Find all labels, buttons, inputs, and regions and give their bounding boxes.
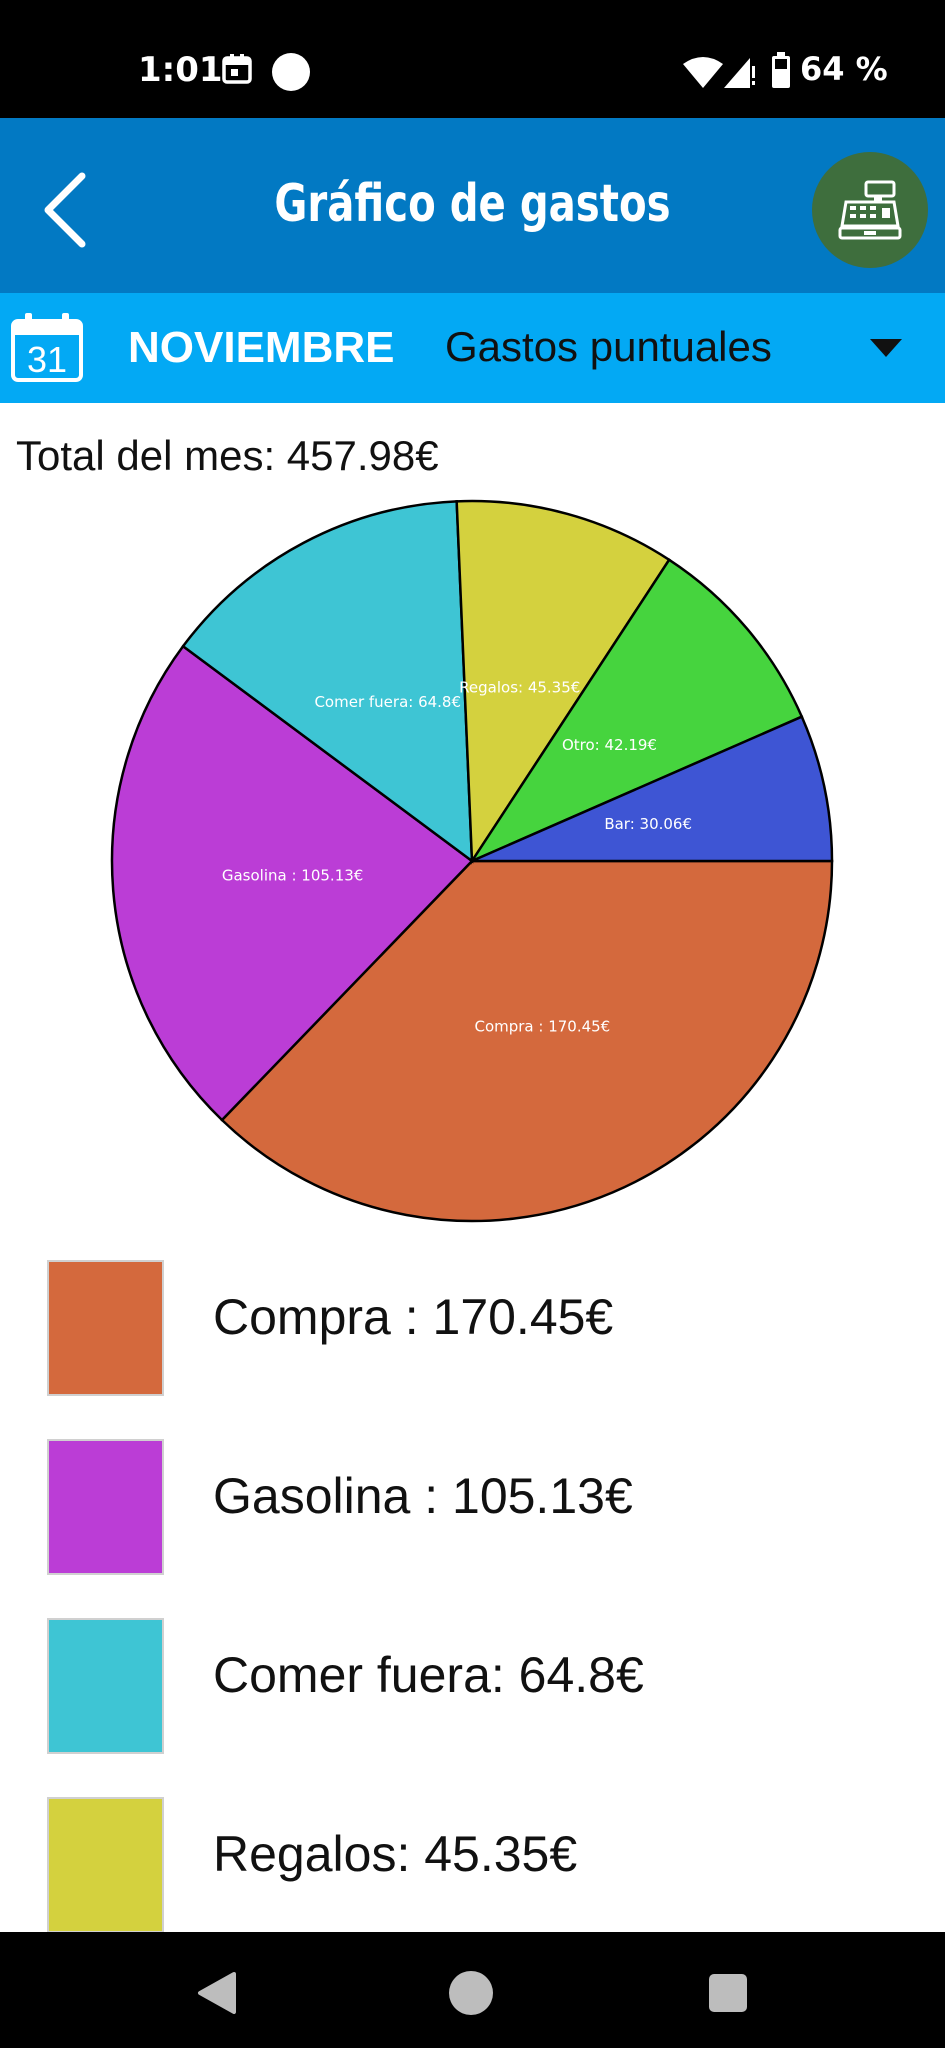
navigation-bar: [0, 1932, 945, 2048]
legend-swatch: [47, 1260, 164, 1396]
chevron-down-icon[interactable]: [870, 339, 902, 357]
legend-item-comer-fuera: Comer fuera: 64.8€: [0, 1608, 945, 1754]
filter-bar: 31 NOVIEMBRE Gastos puntuales: [0, 293, 945, 403]
legend-label: Comer fuera: 64.8€: [213, 1647, 644, 1703]
wifi-icon: [683, 57, 723, 88]
nav-back-icon[interactable]: [196, 1972, 236, 2014]
month-label[interactable]: NOVIEMBRE: [128, 323, 395, 372]
back-button[interactable]: [36, 168, 100, 252]
legend-swatch: [47, 1618, 164, 1754]
pie-slice-label: Regalos: 45.35€: [459, 678, 580, 696]
legend-item-compra: Compra : 170.45€: [0, 1250, 945, 1396]
legend-swatch: [47, 1797, 164, 1933]
pie-slice-label: Gasolina : 105.13€: [222, 867, 363, 885]
pie-slice: [455, 499, 671, 865]
battery-icon: [772, 52, 790, 88]
expenses-pie-chart: Compra : 170.45€ Gasolina : 105.13€ Comer …: [110, 499, 834, 1223]
pie-slice-label: Compra : 170.45€: [474, 1018, 610, 1036]
chevron-left-icon: [44, 172, 86, 248]
dot-icon: [272, 53, 310, 91]
pie-slice: [181, 500, 474, 864]
legend-label: Regalos: 45.35€: [213, 1826, 578, 1882]
pie-slice: [220, 859, 834, 1223]
pie-slice-label: Comer fuera: 64.8€: [314, 693, 461, 711]
signal-icon: [724, 58, 755, 88]
legend-item-gasolina: Gasolina : 105.13€: [0, 1429, 945, 1575]
calendar-day-icon[interactable]: 31: [10, 313, 84, 383]
calendar-icon: [222, 54, 252, 84]
calendar-day-number: 31: [27, 339, 67, 380]
nav-recent-icon[interactable]: [709, 1974, 747, 2012]
legend-swatch: [47, 1439, 164, 1575]
pie-slice: [471, 715, 834, 863]
pie-slice: [110, 644, 474, 1122]
status-time: 1:01: [138, 50, 223, 90]
legend-label: Compra : 170.45€: [213, 1289, 614, 1345]
pie-slice-label: Otro: 42.19€: [562, 736, 657, 754]
cash-register-icon: [838, 180, 902, 240]
app-bar: Gráfico de gastos: [0, 118, 945, 293]
nav-home-icon[interactable]: [449, 1971, 493, 2015]
page-title: Gráfico de gastos: [274, 174, 671, 234]
legend-label: Gasolina : 105.13€: [213, 1468, 633, 1524]
status-bar: 1:01 64 %: [0, 0, 945, 118]
legend-item-regalos: Regalos: 45.35€: [0, 1787, 945, 1933]
pie-slice: [468, 558, 804, 864]
pie-slice-label: Bar: 30.06€: [604, 815, 692, 833]
monthly-total: Total del mes: 457.98€: [16, 432, 439, 479]
expense-type-select[interactable]: Gastos puntuales: [445, 323, 772, 370]
cash-register-button[interactable]: [812, 152, 928, 268]
battery-level: 64 %: [800, 50, 888, 88]
